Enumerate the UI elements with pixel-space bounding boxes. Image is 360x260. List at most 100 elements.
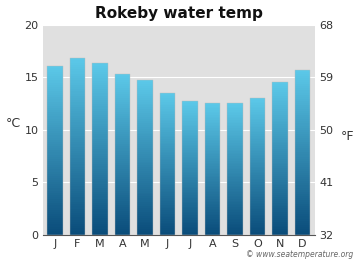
Bar	[249, 182, 265, 184]
Bar	[249, 102, 265, 103]
Bar	[69, 204, 85, 206]
Bar	[204, 141, 220, 143]
Bar	[92, 216, 108, 218]
Bar	[182, 197, 198, 198]
Bar	[249, 232, 265, 233]
Bar	[294, 109, 310, 111]
Bar	[249, 203, 265, 204]
Bar	[137, 218, 153, 220]
Bar	[272, 216, 288, 218]
Bar	[182, 230, 198, 232]
Bar	[137, 117, 153, 119]
Bar	[114, 124, 130, 126]
Bar	[294, 105, 310, 107]
Bar	[114, 84, 130, 86]
Bar	[204, 192, 220, 194]
Bar	[69, 91, 85, 94]
Bar	[137, 119, 153, 121]
Bar	[294, 181, 310, 183]
Bar	[47, 131, 63, 133]
Bar	[272, 229, 288, 231]
Bar	[227, 132, 243, 133]
Bar	[294, 119, 310, 121]
Bar	[137, 225, 153, 227]
Bar	[114, 213, 130, 215]
Bar	[249, 138, 265, 139]
Bar	[249, 167, 265, 168]
Bar	[294, 167, 310, 169]
Bar	[182, 198, 198, 200]
Bar	[159, 228, 175, 230]
Bar	[182, 188, 198, 190]
Bar	[294, 212, 310, 214]
Bar	[69, 100, 85, 102]
Bar	[69, 178, 85, 180]
Bar	[114, 217, 130, 219]
Bar	[159, 219, 175, 221]
Bar	[159, 162, 175, 164]
Bar	[227, 161, 243, 163]
Bar	[204, 107, 220, 108]
Bar	[294, 194, 310, 196]
Bar	[249, 216, 265, 218]
Bar	[114, 76, 130, 78]
Bar	[92, 205, 108, 207]
Bar	[204, 103, 220, 235]
Bar	[294, 227, 310, 229]
Bar	[294, 190, 310, 192]
Bar	[114, 201, 130, 203]
Bar	[182, 136, 198, 138]
Bar	[137, 210, 153, 212]
Bar	[249, 103, 265, 105]
Bar	[159, 192, 175, 194]
Bar	[204, 169, 220, 171]
Bar	[272, 153, 288, 155]
Bar	[204, 161, 220, 163]
Bar	[114, 211, 130, 213]
Bar	[92, 85, 108, 87]
Bar	[182, 223, 198, 225]
Bar	[69, 180, 85, 182]
Bar	[272, 193, 288, 195]
Bar	[92, 74, 108, 76]
Bar	[114, 173, 130, 175]
Bar	[159, 169, 175, 171]
Bar	[249, 214, 265, 216]
Bar	[182, 207, 198, 208]
Bar	[182, 120, 198, 121]
Bar	[272, 157, 288, 159]
Bar	[204, 212, 220, 214]
Bar	[249, 107, 265, 108]
Bar	[69, 211, 85, 213]
Bar	[182, 146, 198, 148]
Bar	[137, 90, 153, 92]
Bar	[227, 151, 243, 153]
Bar	[227, 164, 243, 166]
Bar	[47, 127, 63, 129]
Bar	[204, 176, 220, 178]
Bar	[114, 92, 130, 94]
Bar	[227, 207, 243, 209]
Bar	[249, 180, 265, 182]
Bar	[249, 184, 265, 185]
Bar	[227, 229, 243, 230]
Bar	[47, 203, 63, 205]
Bar	[137, 161, 153, 164]
Bar	[227, 158, 243, 159]
Bar	[92, 98, 108, 100]
Bar	[69, 173, 85, 176]
Bar	[227, 115, 243, 117]
Bar	[227, 212, 243, 214]
Bar	[47, 108, 63, 110]
Bar	[204, 158, 220, 159]
Bar	[92, 106, 108, 108]
Bar	[114, 171, 130, 173]
Bar	[69, 217, 85, 220]
Bar	[204, 146, 220, 148]
Bar	[249, 211, 265, 213]
Bar	[114, 177, 130, 179]
Bar	[227, 230, 243, 232]
Bar	[92, 188, 108, 190]
Bar	[137, 80, 153, 235]
Bar	[294, 138, 310, 140]
